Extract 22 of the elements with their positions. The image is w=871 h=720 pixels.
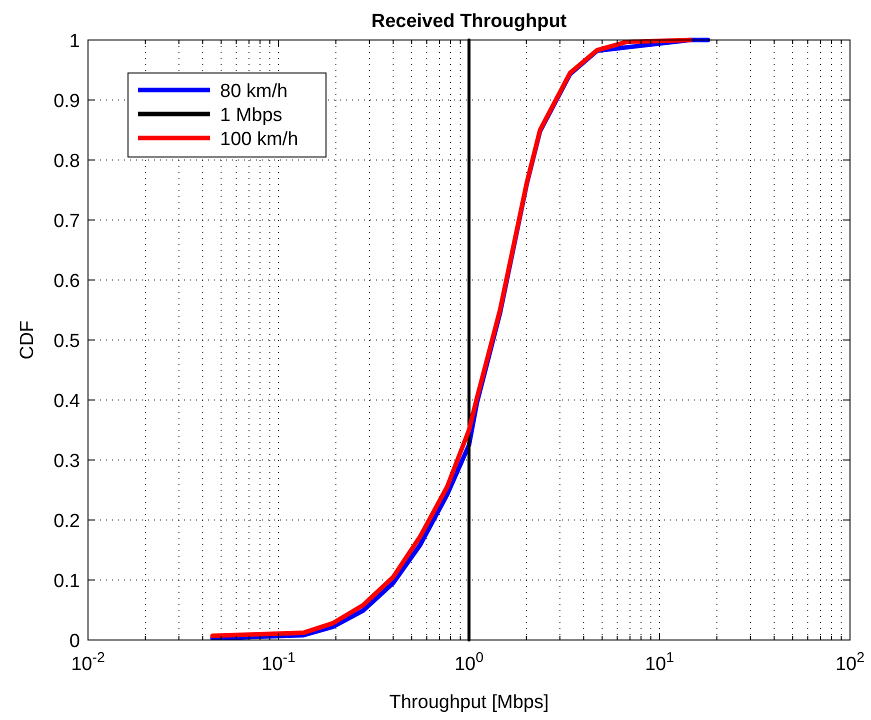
- y-axis-title: CDF: [17, 320, 38, 360]
- x-tick-label: 10$^{0}$: [454, 650, 484, 675]
- y-tick-label: 0.3: [54, 451, 80, 472]
- x-tick-label: 10$^{2}$: [835, 650, 865, 675]
- y-tick-label: 0.6: [54, 271, 80, 292]
- y-tick-label: 0.4: [54, 391, 80, 412]
- y-tick-label: 0.9: [54, 91, 80, 112]
- chart-title: Received Throughput: [371, 11, 568, 32]
- x-tick-label: 10$^{1}$: [644, 650, 674, 675]
- y-tick-label: 0.2: [54, 511, 80, 532]
- y-tick-label: 0.7: [54, 211, 80, 232]
- y-tick-label: 0.5: [54, 331, 80, 352]
- y-tick-label: 0.8: [54, 151, 80, 172]
- legend-label: 1 Mbps: [220, 105, 282, 126]
- legend-label: 80 km/h: [220, 81, 288, 102]
- y-tick-label: 0.1: [54, 571, 80, 592]
- x-axis-title: Throughput [Mbps]: [389, 692, 549, 713]
- x-tick-label: 10$^{-2}$: [71, 650, 105, 675]
- y-tick-label: 0: [69, 631, 80, 652]
- x-tick-label: 10$^{-1}$: [262, 650, 296, 675]
- y-tick-label: 1: [69, 31, 80, 52]
- legend-label: 100 km/h: [220, 129, 298, 150]
